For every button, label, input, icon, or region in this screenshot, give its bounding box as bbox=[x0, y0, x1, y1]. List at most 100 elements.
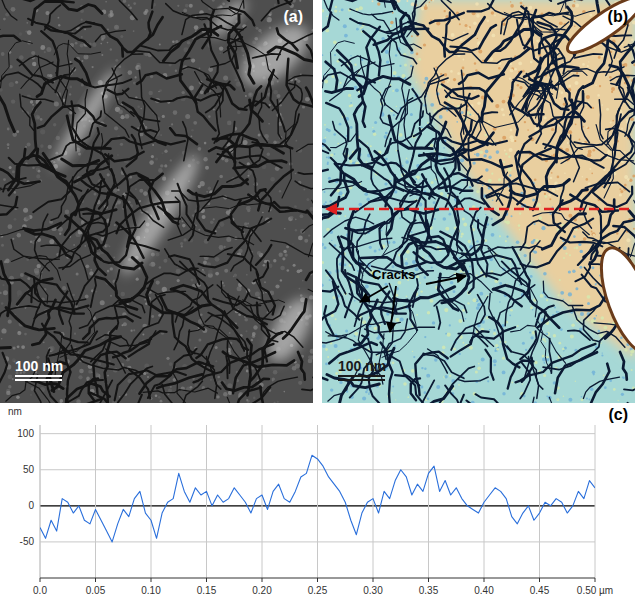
speckle bbox=[420, 385, 423, 388]
grain bbox=[198, 147, 202, 151]
grain bbox=[222, 2, 225, 5]
speckle bbox=[502, 371, 506, 375]
grain bbox=[81, 84, 84, 87]
grain bbox=[9, 166, 12, 169]
grain bbox=[299, 269, 302, 272]
grain bbox=[118, 200, 121, 203]
crack bbox=[128, 242, 159, 250]
speckle bbox=[328, 177, 331, 180]
grain bbox=[135, 65, 140, 70]
speckle bbox=[591, 231, 593, 233]
speckle bbox=[499, 341, 501, 343]
grain bbox=[1, 52, 5, 56]
grain bbox=[142, 333, 144, 335]
crack bbox=[0, 0, 17, 20]
speckle bbox=[504, 341, 506, 343]
grain bbox=[287, 269, 290, 272]
speckle bbox=[601, 316, 605, 320]
grain bbox=[23, 208, 28, 213]
grain bbox=[110, 267, 113, 270]
grain bbox=[257, 251, 261, 255]
grain bbox=[133, 82, 136, 85]
speckle bbox=[546, 333, 549, 336]
crack bbox=[277, 100, 281, 139]
speckle bbox=[519, 229, 521, 231]
crack bbox=[205, 84, 234, 93]
grain bbox=[286, 245, 289, 248]
grain bbox=[159, 43, 161, 45]
speckle bbox=[587, 302, 590, 305]
speckle bbox=[377, 2, 380, 5]
grain bbox=[136, 391, 138, 393]
crack bbox=[288, 75, 313, 82]
grain bbox=[13, 347, 16, 350]
speckle bbox=[595, 284, 597, 286]
speckle bbox=[558, 311, 559, 312]
speckle bbox=[534, 127, 538, 131]
grain bbox=[25, 146, 27, 148]
grain bbox=[177, 5, 179, 7]
grain bbox=[76, 399, 80, 403]
grain bbox=[245, 95, 247, 97]
speckle bbox=[333, 40, 337, 44]
speckle bbox=[477, 367, 481, 371]
grain bbox=[244, 222, 248, 226]
grain bbox=[40, 45, 45, 50]
grain bbox=[223, 76, 228, 81]
grain bbox=[284, 391, 286, 393]
grain bbox=[30, 240, 33, 243]
speckle bbox=[458, 279, 461, 282]
speckle bbox=[446, 15, 449, 18]
speckle bbox=[393, 241, 396, 244]
speckle bbox=[602, 352, 603, 353]
speckle bbox=[587, 319, 590, 322]
speckle bbox=[447, 333, 451, 337]
speckle bbox=[365, 285, 369, 289]
crack bbox=[115, 306, 141, 318]
crack bbox=[137, 73, 182, 84]
grain bbox=[121, 115, 125, 119]
grain bbox=[156, 252, 160, 256]
grain bbox=[8, 374, 13, 379]
grain bbox=[123, 322, 127, 326]
grain bbox=[113, 257, 115, 259]
speckle bbox=[328, 129, 331, 132]
speckle bbox=[493, 329, 495, 331]
grain bbox=[76, 273, 79, 276]
grain bbox=[302, 280, 304, 282]
crack bbox=[237, 279, 274, 301]
speckle bbox=[330, 388, 333, 391]
speckle bbox=[575, 4, 579, 8]
grain bbox=[164, 164, 167, 167]
grain bbox=[277, 94, 281, 98]
crack bbox=[0, 264, 32, 302]
speckle bbox=[406, 296, 408, 298]
speckle bbox=[429, 1, 431, 3]
speckle bbox=[449, 375, 451, 377]
speckle bbox=[620, 190, 623, 193]
grain bbox=[31, 51, 35, 55]
speckle bbox=[570, 335, 574, 339]
speckle bbox=[589, 168, 591, 170]
grain bbox=[262, 212, 264, 214]
grain bbox=[272, 377, 275, 380]
grain bbox=[243, 140, 248, 145]
speckle bbox=[326, 157, 328, 159]
grain bbox=[109, 13, 113, 17]
speckle bbox=[392, 386, 394, 388]
crack bbox=[262, 307, 278, 342]
speckle bbox=[453, 78, 456, 81]
crack bbox=[194, 344, 274, 382]
speckle bbox=[491, 173, 493, 175]
grain bbox=[280, 279, 282, 281]
speckle bbox=[393, 71, 397, 75]
crack bbox=[308, 200, 313, 256]
grain bbox=[85, 295, 89, 299]
crack bbox=[245, 101, 270, 108]
crack bbox=[115, 270, 119, 293]
speckle bbox=[502, 100, 506, 104]
crack bbox=[54, 283, 75, 354]
grain bbox=[185, 4, 189, 8]
speckle bbox=[416, 275, 419, 278]
speckle bbox=[462, 309, 465, 312]
